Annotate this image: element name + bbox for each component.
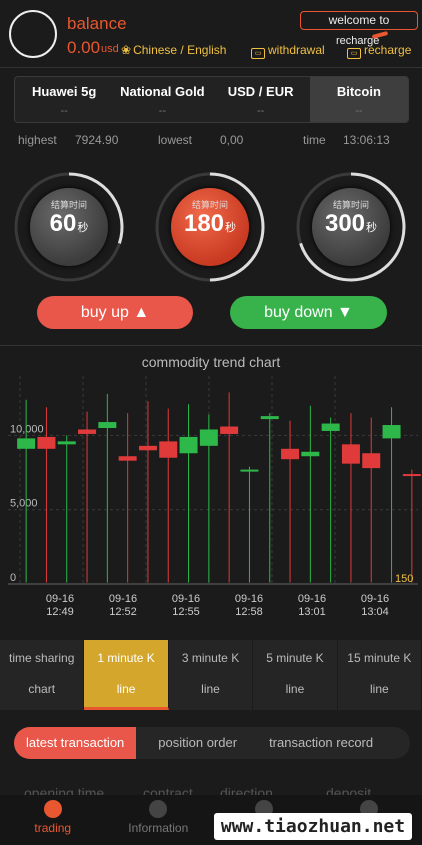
candle-body [281, 448, 300, 460]
withdrawal-link[interactable]: ▭ withdrawal [251, 43, 325, 59]
lowest-label: lowest [158, 133, 193, 147]
candle-body [321, 423, 340, 431]
market-tab[interactable]: Huawei 5g -- [31, 84, 97, 117]
x-tick-date: 09-16 [361, 593, 389, 605]
y-tick-label: 10,000 [10, 423, 44, 435]
y-tick-label: 5,000 [10, 498, 38, 510]
balance-unit: usd [101, 43, 119, 55]
x-tick-time: 12:58 [235, 606, 263, 618]
nav-information[interactable]: Information [106, 795, 212, 845]
candle-body [260, 416, 279, 420]
dial-ring [296, 172, 406, 282]
dial-180s[interactable]: 结算时间 180秒 [153, 170, 267, 284]
period-tab[interactable]: time sharing chart [0, 640, 85, 710]
candle-body [98, 422, 117, 428]
highest-label: highest [18, 133, 57, 147]
highest-value: 7924.90 [75, 133, 119, 147]
welcome-sub: recharge [336, 35, 380, 47]
dial-seconds: 300秒 [324, 210, 378, 237]
news-icon [149, 800, 168, 818]
language-switch[interactable]: ❀ Chinese / English [121, 43, 227, 57]
order-tabs: latest transaction position order transa… [14, 727, 410, 759]
tab-latest-transaction[interactable]: latest transaction [14, 727, 137, 759]
dial-face [312, 188, 390, 266]
candle-body [57, 441, 76, 445]
lowest-value: 0,00 [220, 133, 244, 147]
x-tick-time: 13:04 [361, 606, 389, 618]
candle-body [341, 444, 360, 464]
market-tab[interactable]: National Gold -- [120, 84, 205, 117]
candle-body [78, 429, 97, 434]
market-tab-active[interactable]: Bitcoin -- [309, 77, 408, 122]
chart-title: commodity trend chart [141, 354, 281, 370]
x-tick-date: 09-16 [172, 593, 200, 605]
notification-mark [371, 30, 389, 40]
time-value: 13:06:13 [343, 133, 390, 147]
dial-ring [14, 172, 124, 282]
candle-body [159, 441, 178, 458]
x-tick-date: 09-16 [109, 593, 137, 605]
candle-body [382, 425, 401, 439]
bull-icon [43, 800, 62, 818]
dial-face [30, 188, 108, 266]
trend-chart: commodity trend chart 10,000 5,000 0 150 09-… [0, 345, 422, 640]
candle-body [240, 469, 259, 472]
tab-position-order[interactable]: position order [158, 735, 238, 750]
globe-icon: ❀ [121, 43, 132, 57]
candle-body [362, 453, 381, 469]
candle-body [138, 445, 157, 451]
x-tick-time: 12:49 [46, 606, 74, 618]
candle-body [17, 438, 36, 449]
dial-ring [155, 172, 265, 282]
last-value-label: 150 [395, 573, 413, 585]
y-tick-label: 0 [10, 572, 16, 584]
wallet-icon: ▭ [347, 48, 361, 59]
x-tick-date: 09-16 [298, 593, 326, 605]
dial-60s[interactable]: 结算时间 60秒 [12, 170, 126, 284]
tab-transaction-record[interactable]: transaction record [269, 735, 374, 750]
dial-300s[interactable]: 结算时间 300秒 [294, 170, 408, 284]
avatar[interactable] [9, 10, 57, 58]
x-tick-time: 12:55 [172, 606, 200, 618]
buy-up-button[interactable]: buy up ▲ [37, 296, 193, 329]
market-tab[interactable]: USD / EUR -- [227, 84, 294, 117]
balance-amount: 0.00 [67, 38, 101, 57]
dial-caption: 结算时间 [332, 200, 369, 210]
candle-body [199, 429, 218, 446]
x-tick-date: 09-16 [235, 593, 263, 605]
header: balance 0.00 usd ❀ Chinese / English ▭ wit… [0, 0, 422, 68]
candle-body [179, 436, 198, 454]
welcome-banner: welcome to [300, 11, 418, 30]
candle-body [402, 474, 421, 477]
candle-body [118, 456, 137, 461]
candle-body [37, 436, 56, 449]
dial-caption: 结算时间 [191, 200, 228, 210]
balance-label: balance [67, 14, 127, 33]
dial-face [171, 188, 249, 266]
candle-body [220, 426, 239, 434]
x-tick-date: 09-16 [46, 593, 74, 605]
dial-seconds: 60秒 [49, 210, 89, 237]
x-tick-time: 12:52 [109, 606, 137, 618]
x-tick-time: 13:01 [298, 606, 326, 618]
card-icon: ▭ [251, 48, 265, 59]
market-tabs: Huawei 5g -- National Gold -- USD / EUR -- … [14, 76, 409, 123]
dial-caption: 结算时间 [50, 200, 87, 210]
buy-down-button[interactable]: buy down ▼ [230, 296, 387, 329]
dial-seconds: 180秒 [183, 210, 237, 237]
nav-trading[interactable]: trading [0, 795, 106, 845]
time-label: time [303, 133, 326, 147]
candle-body [301, 451, 320, 457]
recharge-link[interactable]: ▭ recharge [347, 43, 411, 59]
watermark: www.tiaozhuan.net [214, 813, 412, 840]
